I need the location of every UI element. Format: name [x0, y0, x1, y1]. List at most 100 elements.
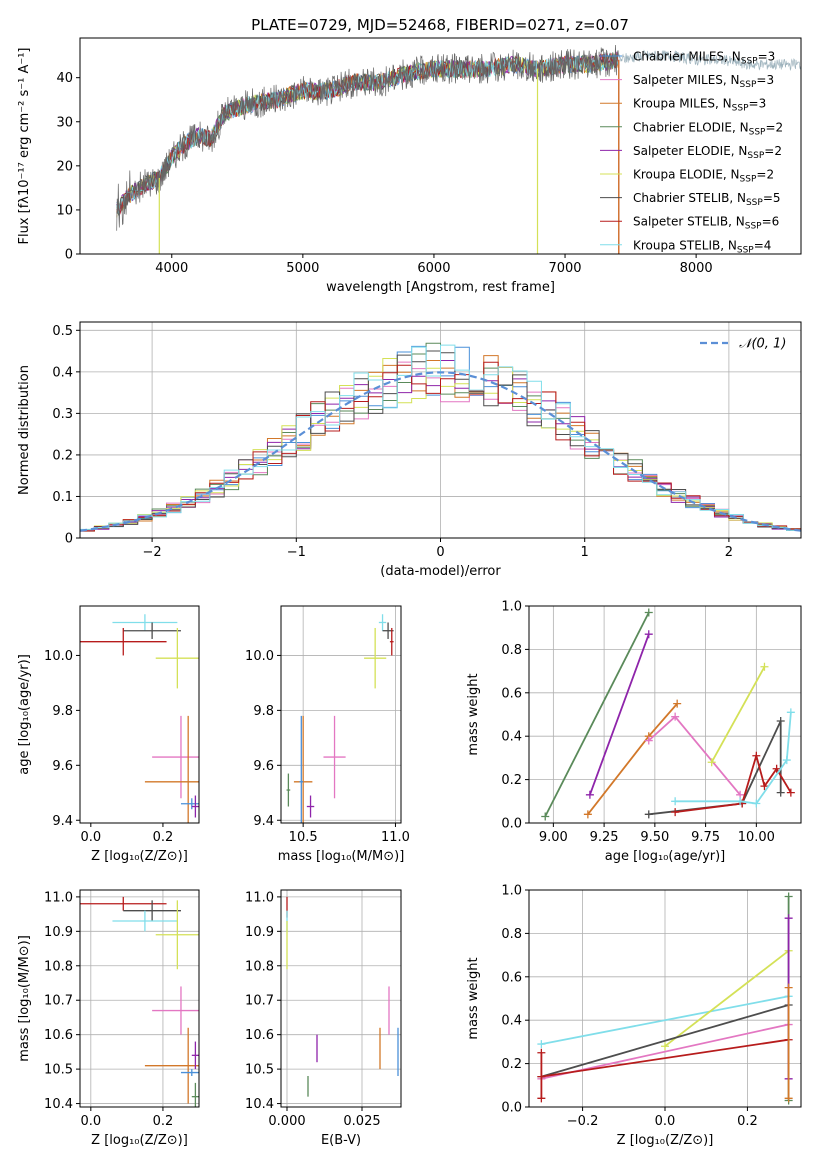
legend-subscript: SSP: [740, 175, 757, 185]
series-marker: [585, 790, 594, 799]
y-tick-label: 0.8: [501, 643, 522, 658]
series-marker: [537, 1048, 546, 1057]
y-axis-label: Normed distribution: [17, 365, 32, 495]
x-axis-label: E(B-V): [321, 1133, 361, 1148]
x-axis-label: age [log₁₀(age/yr)]: [605, 849, 726, 864]
y-tick-label: 0.2: [501, 1057, 522, 1072]
series-marker: [671, 712, 680, 721]
residuals-panel: 𝒩(0, 1) −2 −1 0 1 2 0 0.1 0.2 0.3 0.4 0.5 (data-mode…: [17, 321, 802, 579]
series-line: [541, 1038, 789, 1078]
x-tick-label: 0.0: [80, 830, 101, 845]
series-marker: [644, 608, 653, 617]
observed-spectrum-line: [116, 44, 619, 231]
legend-label: Salpeter ELODIE, N: [633, 144, 747, 158]
series-marker: [541, 812, 550, 821]
legend-subscript: SSP: [732, 104, 749, 114]
y-tick-label: 0.0: [501, 1101, 522, 1116]
y-tick-label: 0.6: [501, 970, 522, 985]
series-marker: [707, 758, 716, 767]
x-tick-label: 0.000: [268, 1114, 305, 1129]
series-line: [544, 612, 650, 817]
axes-frame: [528, 605, 802, 824]
series-line: [541, 995, 789, 1045]
legend-nssp: =3: [749, 97, 767, 111]
y-tick-label: 10.5: [245, 1063, 274, 1078]
series-marker: [772, 764, 781, 773]
y-axis-label: age [log₁₀(age/yr)]: [17, 654, 32, 775]
y-tick-label: 11.0: [245, 890, 274, 905]
y-tick-label: 10.6: [44, 1028, 73, 1043]
y-tick-label: 0.1: [52, 490, 73, 505]
series-marker: [537, 1094, 546, 1103]
series-line: [648, 720, 782, 816]
y-axis-label: mass weight: [466, 957, 481, 1039]
y-tick-label: 10.7: [44, 994, 73, 1009]
y-tick-label: 10.6: [245, 1028, 274, 1043]
x-tick-label: 11.0: [381, 830, 410, 845]
y-tick-label: 0.2: [501, 773, 522, 788]
series-marker: [784, 892, 793, 901]
series-marker: [537, 1040, 546, 1049]
legend-subscript: SSP: [747, 151, 764, 161]
mass-vs-metallicity-panel: 0.0 0.2 10.4 10.5 10.6 10.7 10.8 10.9 11.0 Z [log…: [17, 889, 200, 1148]
y-tick-label: 10.4: [245, 1097, 274, 1112]
x-tick-label: 10.5: [289, 830, 318, 845]
legend-entry: Kroupa ELODIE, NSSP=2: [633, 168, 774, 185]
x-axis-label: mass [log₁₀(M/M⊙)]: [278, 849, 405, 864]
figure-title: PLATE=0729, MJD=52468, FIBERID=0271, z=0…: [251, 16, 629, 34]
series-line: [589, 633, 650, 796]
x-tick-label: 0.0: [655, 1114, 676, 1129]
y-tick-label: 0: [65, 248, 73, 263]
y-axis-label: mass [log₁₀(M/M⊙)]: [17, 935, 32, 1062]
y-tick-label: 9.8: [52, 704, 73, 719]
x-tick-label: 1: [581, 545, 589, 560]
y-tick-label: 0.5: [52, 324, 73, 339]
y-tick-label: 10.0: [245, 649, 274, 664]
histogram-step: [79, 361, 801, 538]
series-marker: [752, 751, 761, 760]
legend-nssp: =3: [756, 73, 774, 87]
x-tick-label: 0.2: [153, 830, 174, 845]
legend-subscript: SSP: [749, 127, 766, 137]
legend-label: Chabrier MILES, N: [633, 50, 741, 64]
y-tick-label: 20: [56, 159, 73, 174]
legend-entry: Salpeter MILES, NSSP=3: [633, 73, 774, 90]
axes-frame: [79, 605, 200, 824]
axes-frame: [79, 889, 200, 1108]
legend-subscript: SSP: [740, 80, 757, 90]
legend-entry: Kroupa MILES, NSSP=3: [633, 97, 766, 114]
series-line: [664, 950, 790, 1047]
x-axis-label: Z [log₁₀(Z/Z⊙)]: [617, 1133, 714, 1148]
x-tick-label: −0.2: [567, 1114, 599, 1129]
series-line: [648, 715, 741, 796]
x-tick-label: 8000: [680, 261, 713, 276]
y-tick-label: 0.4: [501, 730, 522, 745]
y-tick-label: 0.4: [52, 365, 73, 380]
y-tick-label: 10.0: [44, 649, 73, 664]
x-tick-label: 4000: [155, 261, 188, 276]
legend-nssp: =2: [765, 120, 783, 134]
legend-label: Chabrier STELIB, N: [633, 191, 746, 205]
legend-nssp: =3: [758, 50, 776, 64]
legend-label: 𝒩(0, 1): [739, 337, 786, 352]
mass-weight-vs-age-panel: 9.00 9.25 9.50 9.75 10.00 0.0 0.2 0.4 0.6 0.8 1.0 a…: [466, 600, 802, 864]
series-line: [587, 703, 678, 815]
x-tick-label: 0: [436, 545, 444, 560]
gaussian-curve: [79, 371, 802, 532]
series-marker: [644, 630, 653, 639]
x-tick-label: 9.50: [640, 830, 669, 845]
x-tick-label: 2: [725, 545, 733, 560]
y-tick-label: 0.4: [501, 1014, 522, 1029]
series-line: [674, 752, 792, 813]
legend-nssp: =2: [756, 168, 774, 182]
mass-weight-vs-metallicity-panel: −0.2 0.0 0.2 0.0 0.2 0.4 0.6 0.8 1.0 Z [log₁₀(Z/Z…: [466, 884, 802, 1148]
x-axis-label: wavelength [Angstrom, rest frame]: [326, 280, 555, 295]
age-vs-mass-panel: 10.5 11.0 9.4 9.6 9.8 10.0 mass [log₁₀(M/M⊙)]: [245, 605, 410, 864]
series-line: [541, 1004, 789, 1078]
x-axis-label: (data-model)/error: [380, 564, 501, 579]
y-tick-label: 9.8: [253, 704, 274, 719]
series-marker: [671, 797, 680, 806]
legend-entry: Kroupa STELIB, NSSP=4: [633, 238, 771, 255]
histogram-step: [79, 344, 801, 538]
